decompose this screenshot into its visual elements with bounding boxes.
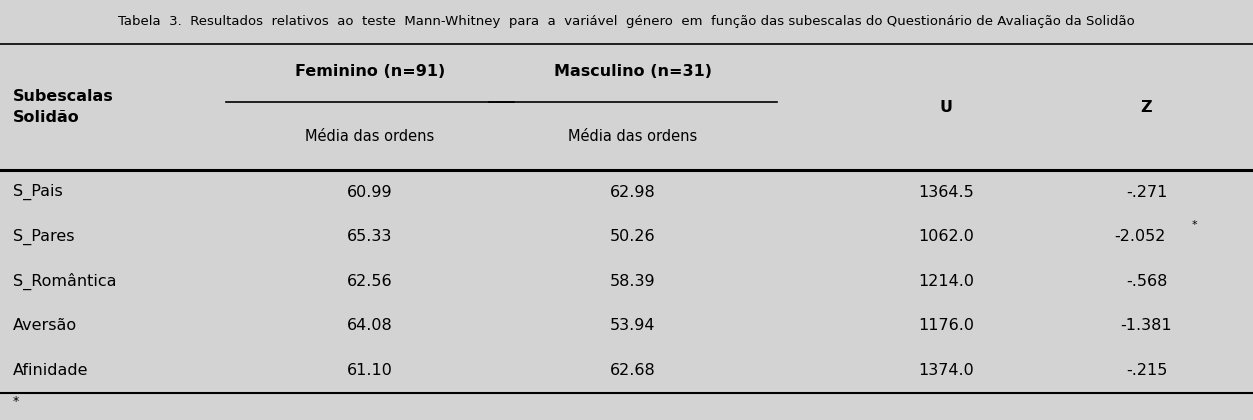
Text: Média das ordens: Média das ordens	[568, 129, 698, 144]
Text: 50.26: 50.26	[610, 229, 655, 244]
Text: S_Pais: S_Pais	[13, 184, 63, 200]
Text: 58.39: 58.39	[610, 274, 655, 289]
Text: 53.94: 53.94	[610, 318, 655, 333]
Text: Afinidade: Afinidade	[13, 363, 88, 378]
Text: 1176.0: 1176.0	[918, 318, 974, 333]
Text: 1062.0: 1062.0	[918, 229, 974, 244]
Text: S_Pares: S_Pares	[13, 229, 74, 245]
Text: 1374.0: 1374.0	[918, 363, 974, 378]
Text: *: *	[1192, 220, 1197, 230]
Text: Masculino (n=31): Masculino (n=31)	[554, 64, 712, 79]
Text: 60.99: 60.99	[347, 185, 392, 200]
Text: S_Romântica: S_Romântica	[13, 273, 117, 290]
Text: 62.98: 62.98	[610, 185, 655, 200]
Text: Aversão: Aversão	[13, 318, 76, 333]
Text: -2.052: -2.052	[1114, 229, 1167, 244]
Text: *: *	[13, 395, 19, 407]
Text: Feminino (n=91): Feminino (n=91)	[294, 64, 445, 79]
Text: -1.381: -1.381	[1120, 318, 1173, 333]
Text: 1364.5: 1364.5	[918, 185, 974, 200]
Text: Tabela  3.  Resultados  relativos  ao  teste  Mann-Whitney  para  a  variável  g: Tabela 3. Resultados relativos ao teste …	[118, 15, 1135, 28]
Text: 61.10: 61.10	[347, 363, 392, 378]
Text: Subescalas
Solidão: Subescalas Solidão	[13, 89, 113, 125]
Text: 1214.0: 1214.0	[918, 274, 974, 289]
Text: Média das ordens: Média das ordens	[304, 129, 435, 144]
Text: 64.08: 64.08	[347, 318, 392, 333]
Text: -.215: -.215	[1125, 363, 1168, 378]
Text: Z: Z	[1140, 100, 1153, 115]
Text: -.271: -.271	[1125, 185, 1168, 200]
Text: 65.33: 65.33	[347, 229, 392, 244]
Text: 62.68: 62.68	[610, 363, 655, 378]
Text: 62.56: 62.56	[347, 274, 392, 289]
Text: -.568: -.568	[1125, 274, 1168, 289]
Text: U: U	[940, 100, 952, 115]
